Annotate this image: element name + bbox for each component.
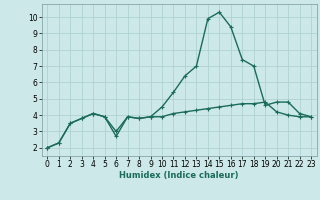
- X-axis label: Humidex (Indice chaleur): Humidex (Indice chaleur): [119, 171, 239, 180]
